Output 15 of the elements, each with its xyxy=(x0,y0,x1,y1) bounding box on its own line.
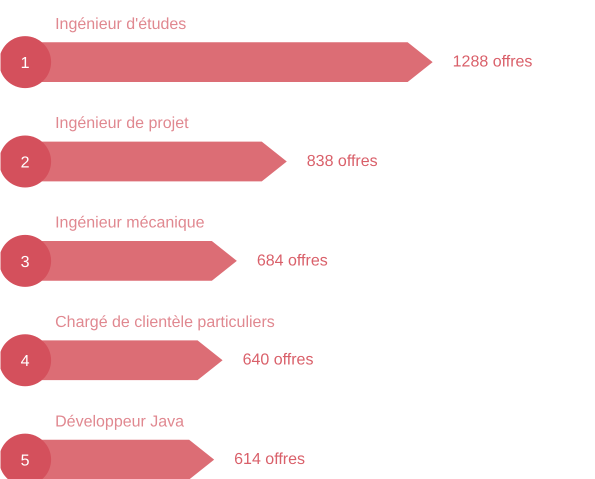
data-label: 1288 offres xyxy=(452,54,532,71)
annotation: 2 xyxy=(20,154,30,172)
data-label: 838 offres xyxy=(306,152,378,170)
y-tick-label: Ingénieur mécanique xyxy=(55,214,205,232)
data-label: 684 offres xyxy=(256,252,328,270)
data-label: 640 offres xyxy=(242,352,314,369)
y-tick-label: Ingénieur d'études xyxy=(55,16,186,33)
annotation: 3 xyxy=(20,254,30,271)
y-tick-label: Ingénieur de projet xyxy=(55,115,190,132)
y-tick-label: Développeur Java xyxy=(55,413,184,430)
annotation: 1 xyxy=(20,55,30,72)
y-tick-label: Chargé de clientèle particuliers xyxy=(55,314,275,331)
annotation: 5 xyxy=(20,452,30,470)
annotation: 4 xyxy=(20,353,30,370)
data-label: 614 offres xyxy=(234,451,306,468)
